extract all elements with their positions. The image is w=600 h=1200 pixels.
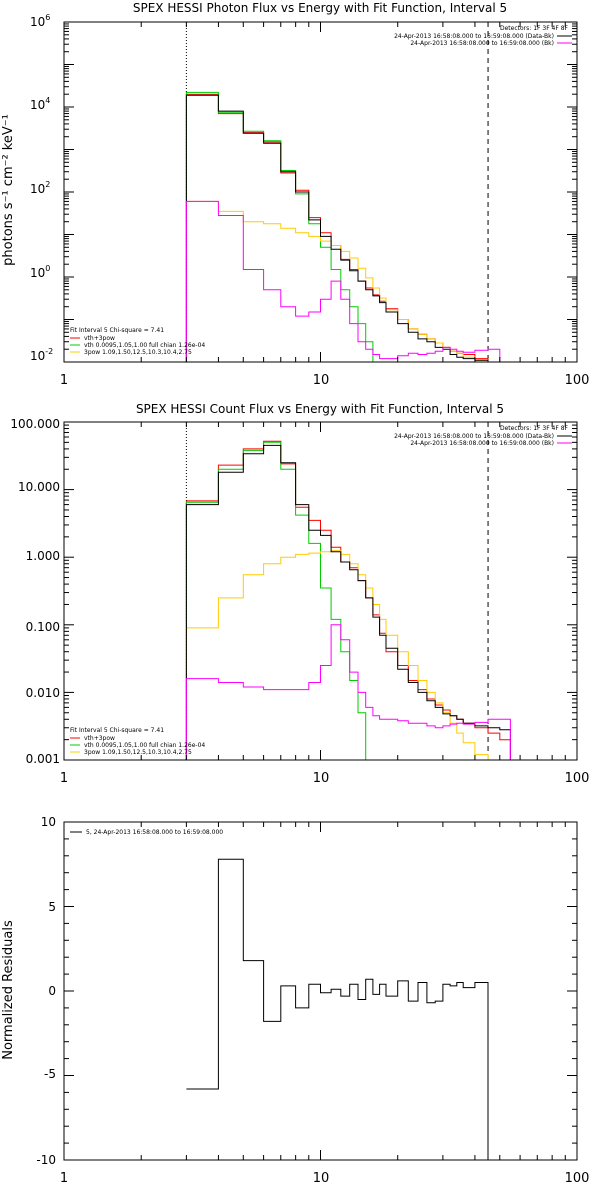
count-legend-3pow: 3pow 1.09,1.50,12.5,10.3,10.4,2.75 [84, 749, 192, 756]
count-flux-title: SPEX HESSI Count Flux vs Energy with Fit… [136, 402, 504, 416]
count-legend-vth3pow: vth+3pow [84, 735, 115, 742]
photon-legend-bk: 24-Apr-2013 16:58:08.000 to 16:59:08.000… [410, 40, 554, 47]
photon-flux-marks [185, 22, 501, 362]
count-flux-legend-left: Fit Interval 5 Chi-square = 7.41 vth+3po… [70, 727, 205, 756]
count-xtick-10: 10 [313, 771, 330, 786]
count-xtick-100: 100 [565, 771, 590, 786]
photon-xtick-1: 1 [60, 373, 68, 388]
photon-ytick-4: 104 [30, 96, 50, 112]
photon-flux-panel: SPEX HESSI Photon Flux vs Energy with Fi… [1, 1, 590, 388]
resid-ytick-0: 0 [48, 984, 56, 998]
count-ytick-0100: 0.100 [26, 620, 60, 634]
resid-ytick-m10: -10 [36, 1153, 56, 1167]
count-legend-vth: vth 0.0095,1.05,1.00 full chian 1.26e-04 [84, 742, 205, 749]
photon-series-vth [185, 91, 381, 362]
count-flux-axes [63, 421, 578, 761]
count-series-bk [185, 624, 511, 760]
resid-ytick-10: 10 [41, 815, 56, 829]
photon-flux-legend-left: Fit Interval 5 Chi-square = 7.41 vth+3po… [70, 327, 205, 356]
count-series-vth-3pow [185, 440, 511, 760]
residuals-xtick-labels: 1 10 100 [60, 1171, 590, 1186]
photon-legend-vth3pow: vth+3pow [84, 335, 115, 342]
count-series-vth [185, 441, 367, 760]
residuals-marks [186, 858, 489, 1160]
count-xtick-1: 1 [60, 771, 68, 786]
residuals-ytick-labels: -10 -5 0 5 10 [36, 815, 56, 1167]
count-flux-ticks [63, 421, 578, 761]
resid-ytick-m5: -5 [44, 1067, 56, 1081]
photon-legend-vth: vth 0.0095,1.05,1.00 full chian 1.26e-04 [84, 342, 205, 349]
photon-series-vth-3pow [185, 93, 501, 362]
count-series-data-bk [185, 444, 511, 760]
photon-xtick-10: 10 [313, 373, 330, 388]
count-flux-legend-right: Detectors: 1F 3F 4F 8F 24-Apr-2013 16:58… [394, 425, 572, 447]
photon-ytick-6: 106 [30, 13, 50, 29]
photon-flux-legend-right: Detectors: 1F 3F 4F 8F 24-Apr-2013 16:58… [394, 25, 572, 47]
count-flux-panel: SPEX HESSI Count Flux vs Energy with Fit… [10, 402, 590, 786]
photon-legend-data-bk: 24-Apr-2013 16:58:08.000 to 16:59:08.000… [394, 33, 554, 40]
photon-flux-ticks [63, 21, 578, 363]
count-series-group [185, 422, 511, 760]
resid-ytick-5: 5 [48, 900, 56, 914]
photon-legend-detectors: Detectors: 1F 3F 4F 8F [500, 25, 569, 32]
photon-legend-3pow: 3pow 1.09,1.50,12.5,10.3,10.4,2.75 [84, 349, 192, 356]
residuals-ylabel: Normalized Residuals [1, 920, 16, 1060]
photon-flux-xtick-labels: 1 10 100 [60, 373, 590, 388]
photon-xtick-100: 100 [565, 373, 590, 388]
residuals-legend-label: 5, 24-Apr-2013 16:58:08.000 to 16:59:08.… [86, 829, 223, 836]
count-legend-bk: 24-Apr-2013 16:58:08.000 to 16:59:08.000… [410, 440, 554, 447]
count-legend-fit-interval: Fit Interval 5 Chi-square = 7.41 [70, 727, 164, 734]
photon-ytick-2: 102 [30, 180, 50, 196]
count-flux-ytick-labels: 0.001 0.010 0.100 1.000 10.000 100.000 [10, 417, 60, 766]
count-flux-marks [185, 422, 511, 760]
resid-xtick-100: 100 [565, 1171, 590, 1186]
photon-ytick-0: 100 [30, 264, 50, 280]
resid-xtick-10: 10 [313, 1171, 330, 1186]
residuals-legend: 5, 24-Apr-2013 16:58:08.000 to 16:59:08.… [70, 829, 223, 836]
residuals-ticks [63, 821, 578, 1161]
photon-flux-ytick-labels: 10-2 100 102 104 106 [30, 13, 53, 363]
count-ytick-10000: 10.000 [18, 480, 60, 494]
photon-legend-fit-interval: Fit Interval 5 Chi-square = 7.41 [70, 327, 164, 334]
resid-series-group [186, 858, 489, 1160]
count-legend-data-bk: 24-Apr-2013 16:58:08.000 to 16:59:08.000… [394, 433, 554, 440]
photon-flux-title: SPEX HESSI Photon Flux vs Energy with Fi… [133, 1, 507, 15]
count-series-3pow [185, 550, 489, 760]
resid-xtick-1: 1 [60, 1171, 68, 1186]
count-ytick-100000: 100.000 [10, 417, 60, 431]
photon-series-3pow [185, 200, 489, 362]
count-legend-detectors: Detectors: 1F 3F 4F 8F [500, 425, 569, 432]
photon-series-bk [185, 200, 501, 362]
residuals-panel: -10 -5 0 5 10 Normalized Residuals 1 10 … [1, 815, 590, 1186]
photon-series-group [185, 22, 501, 362]
count-flux-xtick-labels: 1 10 100 [60, 771, 590, 786]
photon-ytick-m2: 10-2 [30, 347, 53, 363]
count-ytick-1000: 1.000 [26, 549, 60, 563]
count-ytick-0010: 0.010 [26, 686, 60, 700]
photon-series-data-bk [185, 94, 501, 362]
resid-series-5-24-apr-2013-16-58-08-000-to-16-59-08-000 [186, 858, 489, 1160]
photon-flux-ylabel: photons s⁻¹ cm⁻² keV⁻¹ [1, 114, 16, 266]
count-ytick-0001: 0.001 [26, 752, 60, 766]
